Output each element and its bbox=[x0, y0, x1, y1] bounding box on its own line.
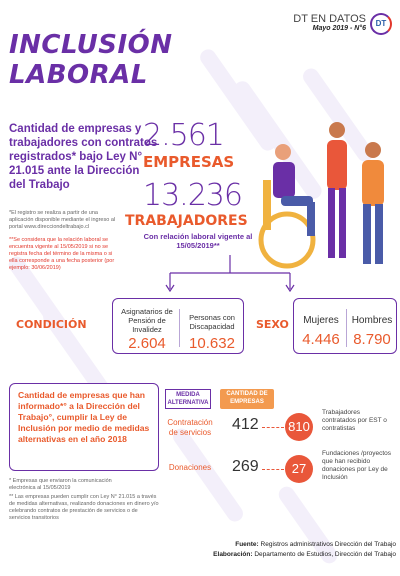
footer-source: Fuente: Registros administrativos Direcc… bbox=[116, 540, 396, 550]
row-donaciones-connector bbox=[262, 469, 284, 470]
row-contratacion-name: Contratación de servicios bbox=[167, 418, 213, 437]
row-donaciones-name: Donaciones bbox=[168, 463, 212, 472]
companies-label: EMPRESAS bbox=[143, 153, 235, 171]
sexo-b-value: 8.790 bbox=[353, 331, 391, 348]
footer: Fuente: Registros administrativos Direcc… bbox=[116, 540, 396, 560]
sexo-a-label: Mujeres bbox=[303, 315, 339, 326]
section1-note-2: **Se considera que la relación laboral s… bbox=[9, 237, 115, 271]
wheelchair-wheel-icon bbox=[258, 211, 316, 269]
sexo-divider bbox=[346, 309, 347, 347]
brand-block: DT EN DATOS Mayo 2019 - N°6 bbox=[293, 13, 366, 32]
page-title: INCLUSIÓN LABORAL bbox=[9, 30, 173, 90]
row-contratacion-count: 810 bbox=[285, 413, 313, 441]
column-header-measure: MEDIDA ALTERNATIVA bbox=[165, 389, 211, 409]
sexo-label: SEXO bbox=[256, 318, 289, 331]
sexo-b-label: Hombres bbox=[351, 315, 393, 326]
connector-lines bbox=[165, 255, 295, 293]
title-line-1: INCLUSIÓN bbox=[9, 30, 173, 60]
footer-author-label: Elaboración: bbox=[213, 551, 253, 558]
row-donaciones-count: 27 bbox=[285, 455, 313, 483]
section2-question: Cantidad de empresas que han informado*°… bbox=[18, 390, 150, 444]
footer-author: Elaboración: Departamento de Estudios, D… bbox=[116, 550, 396, 560]
section2-question-box: Cantidad de empresas que han informado*°… bbox=[9, 383, 159, 471]
section2-note-1: * Empresas que enviaron la comunicación … bbox=[9, 478, 112, 491]
row-donaciones-value: 269 bbox=[232, 458, 259, 475]
issue-label: Mayo 2019 - N°6 bbox=[312, 25, 366, 32]
condicion-a-label: Asignatarios de Pensión de Invalidez bbox=[121, 307, 173, 334]
workers-sublabel: Con relación laboral vigente al 15/05/20… bbox=[143, 232, 253, 250]
condicion-a-value: 2.604 bbox=[128, 335, 166, 352]
sexo-box: Mujeres 4.446 Hombres 8.790 bbox=[293, 298, 397, 354]
title-line-2: LABORAL bbox=[9, 60, 148, 90]
companies-value: 2.561 bbox=[143, 118, 225, 153]
condicion-b-value: 10.632 bbox=[189, 335, 235, 352]
footer-author-text: Departamento de Estudios, Dirección del … bbox=[254, 551, 396, 558]
condicion-divider bbox=[179, 309, 180, 347]
row-contratacion-value: 412 bbox=[232, 416, 259, 433]
footer-source-label: Fuente: bbox=[235, 541, 259, 548]
people-illustration bbox=[258, 122, 384, 269]
row-contratacion-desc: Trabajadores contratados por EST o contr… bbox=[322, 409, 387, 432]
condicion-label: CONDICIÓN bbox=[16, 318, 87, 331]
dt-logo-icon: DT bbox=[370, 13, 392, 35]
row-donaciones-desc: Fundaciones /proyectos que han recibido … bbox=[322, 450, 392, 481]
sexo-a-value: 4.446 bbox=[302, 331, 340, 348]
section2-note-2: ** Las empresas pueden cumplir con Ley N… bbox=[9, 494, 159, 521]
section1-question: Cantidad de empresas y trabajadores con … bbox=[9, 123, 158, 191]
condicion-box: Asignatarios de Pensión de Invalidez 2.6… bbox=[112, 298, 244, 354]
workers-label: TRABAJADORES bbox=[125, 213, 248, 229]
column-header-companies: CANTIDAD DE EMPRESAS bbox=[220, 389, 274, 409]
brand-name: DT EN DATOS bbox=[293, 13, 366, 25]
footer-source-text: Registros administrativos Dirección del … bbox=[260, 541, 396, 548]
workers-value: 13.236 bbox=[143, 178, 243, 213]
section1-note-1: *El registro se realiza a partir de una … bbox=[9, 210, 116, 230]
row-contratacion-connector bbox=[262, 427, 284, 428]
condicion-b-label: Personas con Discapacidad bbox=[189, 313, 235, 331]
